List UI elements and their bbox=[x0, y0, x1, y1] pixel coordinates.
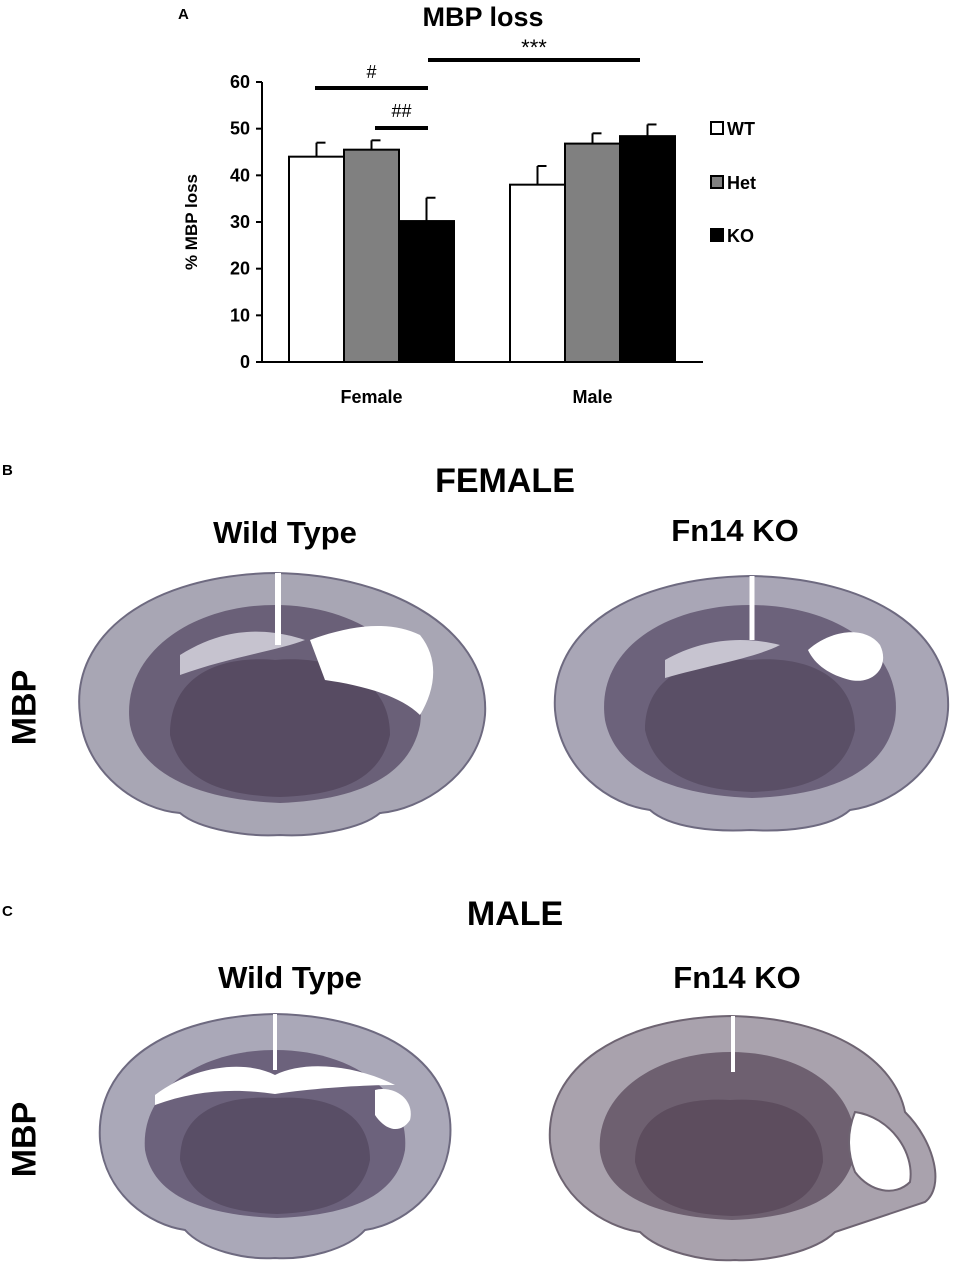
female-section-title: FEMALE bbox=[435, 462, 575, 500]
significance-label-1: # bbox=[366, 62, 376, 82]
legend-swatch-wt bbox=[710, 121, 724, 135]
y-tick-label-30: 30 bbox=[230, 212, 250, 232]
y-tick-label-40: 40 bbox=[230, 165, 250, 185]
bar-male-wt bbox=[509, 183, 566, 363]
female-fn14-ko-label: Fn14 KO bbox=[671, 513, 799, 548]
bar-female-wt bbox=[288, 155, 345, 363]
significance-label-3: *** bbox=[521, 35, 547, 60]
y-axis-label: % MBP loss bbox=[182, 174, 201, 270]
y-tick-label-60: 60 bbox=[230, 72, 250, 92]
female-fn14-ko-brain-section-image bbox=[553, 574, 950, 832]
x-tick-label-female: Female bbox=[340, 387, 402, 407]
bar-male-ko bbox=[619, 135, 676, 363]
legend-label-het: Het bbox=[727, 173, 756, 193]
female-wild-type-label: Wild Type bbox=[213, 515, 357, 550]
bar-male-het bbox=[564, 142, 621, 363]
legend-swatch-het bbox=[710, 175, 724, 189]
chart-title: MBP loss bbox=[422, 2, 543, 32]
x-tick-label-male: Male bbox=[572, 387, 612, 407]
legend-label-ko: KO bbox=[727, 226, 754, 246]
female-wild-type-brain-section-image bbox=[78, 571, 487, 837]
panel-letter-b: B bbox=[2, 462, 13, 479]
bar-female-het bbox=[343, 148, 400, 363]
female-mbp-row-label: MBP bbox=[5, 669, 44, 746]
legend-label-wt: WT bbox=[727, 119, 755, 139]
significance-label-2: ## bbox=[391, 101, 411, 121]
legend-swatch-ko bbox=[710, 228, 724, 242]
panel-letter-a: A bbox=[178, 6, 189, 23]
male-fn14-ko-label: Fn14 KO bbox=[673, 960, 801, 995]
y-tick-label-10: 10 bbox=[230, 305, 250, 325]
male-fn14-ko-brain-section-image bbox=[548, 1014, 937, 1262]
mbp-loss-bar-chart: MBP loss % MBP loss 0 10 20 30 40 50 60 Female Mal… bbox=[182, 2, 756, 407]
y-tick-label-50: 50 bbox=[230, 119, 250, 139]
y-tick-label-20: 20 bbox=[230, 259, 250, 279]
male-section-title: MALE bbox=[466, 895, 564, 933]
male-wild-type-brain-section-image bbox=[98, 1012, 452, 1260]
y-tick-label-0: 0 bbox=[240, 352, 250, 372]
male-wild-type-label: Wild Type bbox=[218, 960, 362, 995]
male-mbp-row-label: MBP bbox=[5, 1101, 44, 1178]
bar-female-ko bbox=[398, 220, 455, 363]
panel-letter-c: C bbox=[2, 903, 13, 920]
